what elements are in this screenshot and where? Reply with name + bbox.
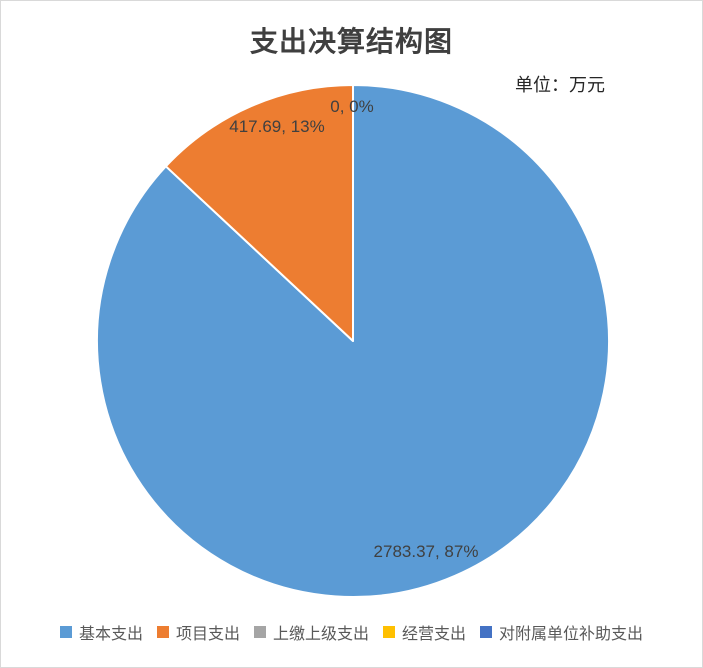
legend-swatch-basic-expense	[59, 626, 72, 638]
legend-label-project-expense: 项目支出	[175, 626, 240, 643]
legend: 基本支出 项目支出 上缴上级支出 经营支出 对附属单位补助支出	[1, 617, 702, 647]
pie-slice-1	[164, 84, 354, 342]
data-label-project-expense: 417.69, 13%	[229, 117, 325, 136]
legend-label-remit-superior-expense: 上缴上级支出	[272, 626, 369, 643]
chart-title: 支出决算结构图	[249, 26, 453, 57]
unit-label: 单位：万元	[515, 75, 605, 95]
legend-swatch-remit-superior-expense	[253, 626, 266, 638]
legend-item-affiliate-subsidy-expense: 对附属单位补助支出	[480, 620, 643, 644]
legend-swatch-affiliate-subsidy-expense	[480, 626, 493, 638]
data-label-basic-expense: 2783.37, 87%	[373, 542, 479, 561]
legend-label-affiliate-subsidy-expense: 对附属单位补助支出	[499, 626, 644, 643]
legend-label-basic-expense: 基本支出	[78, 626, 143, 643]
legend-item-project-expense: 项目支出	[156, 620, 240, 644]
legend-item-operating-expense: 经营支出	[383, 620, 466, 644]
legend-item-basic-expense: 基本支出	[59, 620, 143, 644]
legend-label-operating-expense: 经营支出	[402, 626, 467, 643]
legend-item-remit-superior-expense: 上缴上级支出	[253, 620, 369, 644]
legend-swatch-project-expense	[156, 626, 169, 638]
data-label-zero-slices: 0, 0%	[330, 97, 374, 116]
legend-swatch-operating-expense	[383, 626, 395, 638]
